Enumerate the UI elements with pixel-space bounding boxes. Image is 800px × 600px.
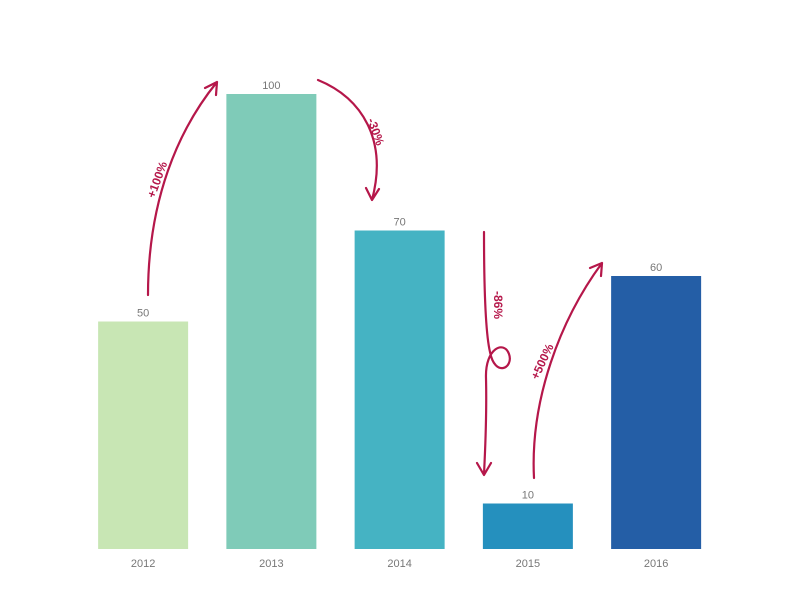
value-label: 10	[522, 489, 534, 501]
annotation: -86%	[491, 291, 505, 319]
arrow	[146, 80, 219, 297]
arrow	[316, 78, 381, 202]
x-tick-label: 2013	[259, 558, 283, 570]
annotation: +100%	[144, 159, 170, 200]
bar	[98, 321, 189, 549]
value-label: 100	[262, 80, 280, 92]
annotation: -30%	[364, 116, 387, 147]
bar	[611, 276, 702, 549]
value-label: 60	[650, 262, 662, 274]
x-tick-label: 2014	[387, 558, 411, 570]
arrow	[475, 230, 511, 477]
value-label: 50	[137, 307, 149, 319]
bar	[226, 94, 317, 549]
x-tick-label: 2016	[644, 558, 668, 570]
x-tick-label: 2012	[131, 558, 155, 570]
bar	[354, 230, 445, 549]
value-label: 70	[394, 216, 406, 228]
arrow	[532, 261, 604, 480]
annotation: +500%	[528, 341, 557, 381]
annotation-arrows	[146, 78, 604, 480]
bar	[482, 503, 573, 549]
x-tick-label: 2015	[516, 558, 540, 570]
